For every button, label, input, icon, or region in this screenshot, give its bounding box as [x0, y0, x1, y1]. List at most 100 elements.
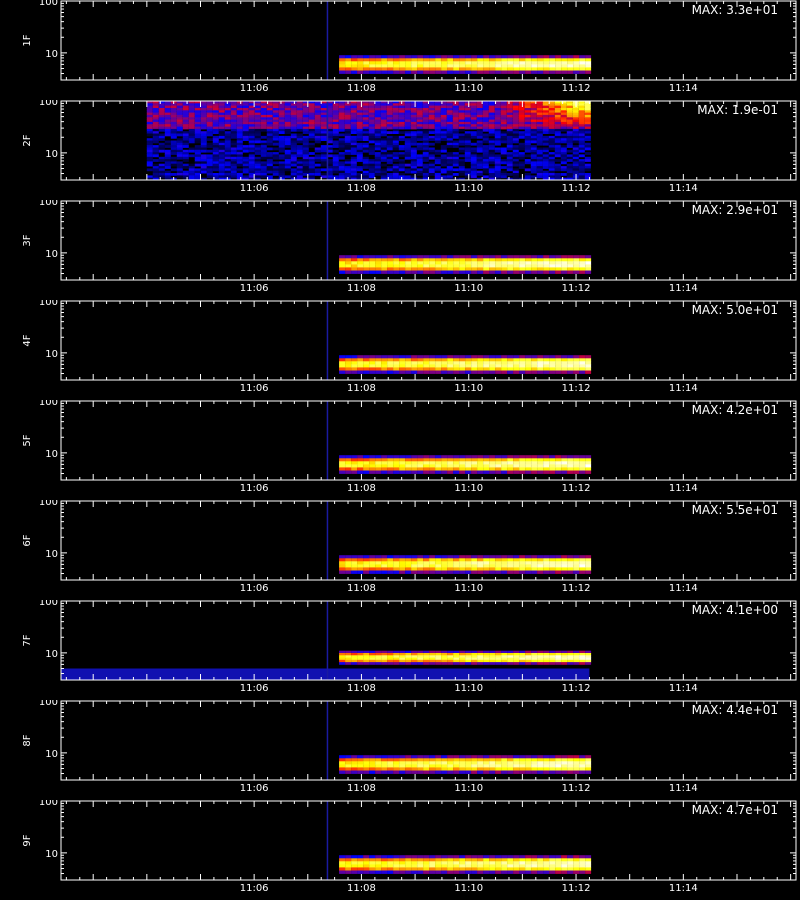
heatmap-cell: [393, 364, 400, 368]
heatmap-cell: [434, 140, 441, 144]
heatmap-cell: [242, 145, 249, 148]
heatmap-cell: [392, 175, 399, 179]
heatmap-cell: [555, 564, 562, 568]
heatmap-cell: [375, 58, 382, 62]
heatmap-cell: [344, 114, 351, 118]
heatmap-cell: [549, 455, 556, 459]
heatmap-cell: [434, 161, 441, 165]
heatmap-cell: [176, 175, 183, 179]
heatmap-cell: [477, 367, 484, 371]
heatmap-cell: [332, 112, 339, 116]
heatmap-cell: [566, 124, 573, 127]
heatmap-cell: [351, 653, 358, 656]
heatmap-cell: [284, 161, 291, 165]
heatmap-cell: [447, 58, 454, 62]
heatmap-cell: [290, 145, 297, 148]
heatmap-cell: [585, 261, 592, 265]
heatmap-cell: [392, 168, 399, 172]
heatmap-cell: [423, 64, 430, 68]
heatmap-cell: [212, 117, 219, 121]
heatmap-cell: [152, 177, 159, 181]
heatmap-cell: [411, 364, 418, 368]
heatmap-cell: [561, 370, 568, 374]
heatmap-cell: [338, 117, 345, 121]
heatmap-cell: [332, 145, 339, 148]
heatmap-cell: [423, 755, 430, 759]
heatmap-cell: [380, 159, 387, 162]
heatmap-cell: [363, 67, 370, 71]
heatmap-cell: [506, 177, 513, 181]
heatmap-cell: [387, 67, 394, 71]
heatmap-cell: [548, 114, 555, 118]
heatmap-cell: [531, 58, 538, 62]
heatmap-cell: [248, 124, 255, 127]
heatmap-cell: [381, 361, 388, 365]
heatmap-cell: [423, 358, 430, 362]
heatmap-cell: [585, 355, 592, 359]
heatmap-cell: [446, 101, 453, 104]
heatmap-cell: [434, 149, 441, 153]
heatmap-cell: [447, 467, 454, 471]
heatmap-cell: [296, 119, 303, 123]
heatmap-cell: [429, 361, 436, 365]
heatmap-cell: [512, 135, 519, 139]
heatmap-cell: [350, 119, 357, 123]
heatmap-cell: [440, 170, 447, 174]
heatmap-cell: [572, 117, 579, 121]
heatmap-cell: [357, 455, 364, 459]
heatmap-cell: [380, 152, 387, 155]
heatmap-cell: [314, 101, 321, 104]
heatmap-cell: [566, 119, 573, 123]
heatmap-cell: [548, 124, 555, 127]
heatmap-cell: [423, 764, 430, 768]
heatmap-cell: [146, 149, 153, 153]
heatmap-cell: [578, 126, 585, 130]
heatmap-cell: [573, 655, 580, 658]
heatmap-cell: [350, 101, 357, 104]
heatmap-cell: [446, 131, 453, 134]
heatmap-cell: [506, 114, 513, 118]
heatmap-cell: [434, 121, 441, 125]
heatmap-cell: [525, 255, 532, 259]
heatmap-cell: [495, 364, 502, 368]
heatmap-cell: [548, 103, 555, 107]
heatmap-cell: [194, 103, 201, 107]
heatmap-cell: [393, 458, 400, 462]
heatmap-cell: [345, 657, 352, 661]
heatmap-cell: [458, 173, 465, 176]
heatmap-cell: [506, 105, 513, 109]
heatmap-cell: [441, 558, 448, 562]
heatmap-cell: [404, 114, 411, 118]
heatmap-cell: [554, 114, 561, 118]
heatmap-cell: [338, 114, 345, 118]
heatmap-cell: [464, 140, 471, 144]
heatmap-cell: [572, 154, 579, 158]
heatmap-cell: [351, 264, 358, 268]
heatmap-cell: [362, 159, 369, 162]
heatmap-cell: [200, 145, 207, 148]
heatmap-cell: [470, 166, 477, 169]
heatmap-cell: [417, 655, 424, 658]
heatmap-cell: [302, 126, 309, 130]
heatmap-cell: [170, 126, 177, 130]
heatmap-cell: [404, 110, 411, 114]
heatmap-cell: [494, 149, 501, 153]
heatmap-cell: [152, 163, 159, 167]
heatmap-cell: [483, 358, 490, 362]
heatmap-cell: [506, 124, 513, 127]
heatmap-cell: [410, 149, 417, 153]
heatmap-cell: [363, 758, 370, 762]
heatmap-cell: [236, 114, 243, 118]
heatmap-cell: [531, 467, 538, 471]
heatmap-cell: [537, 255, 544, 259]
heatmap-cells: [339, 455, 592, 474]
heatmap-cell: [170, 147, 177, 151]
heatmap-cell: [524, 147, 531, 151]
heatmap-cell: [524, 135, 531, 139]
heatmap-cell: [158, 173, 165, 176]
heatmap-cell: [422, 135, 429, 139]
heatmap-cell: [471, 567, 478, 571]
heatmap-cell: [531, 370, 538, 374]
heatmap-cell: [381, 755, 388, 759]
heatmap-cell: [393, 561, 400, 565]
